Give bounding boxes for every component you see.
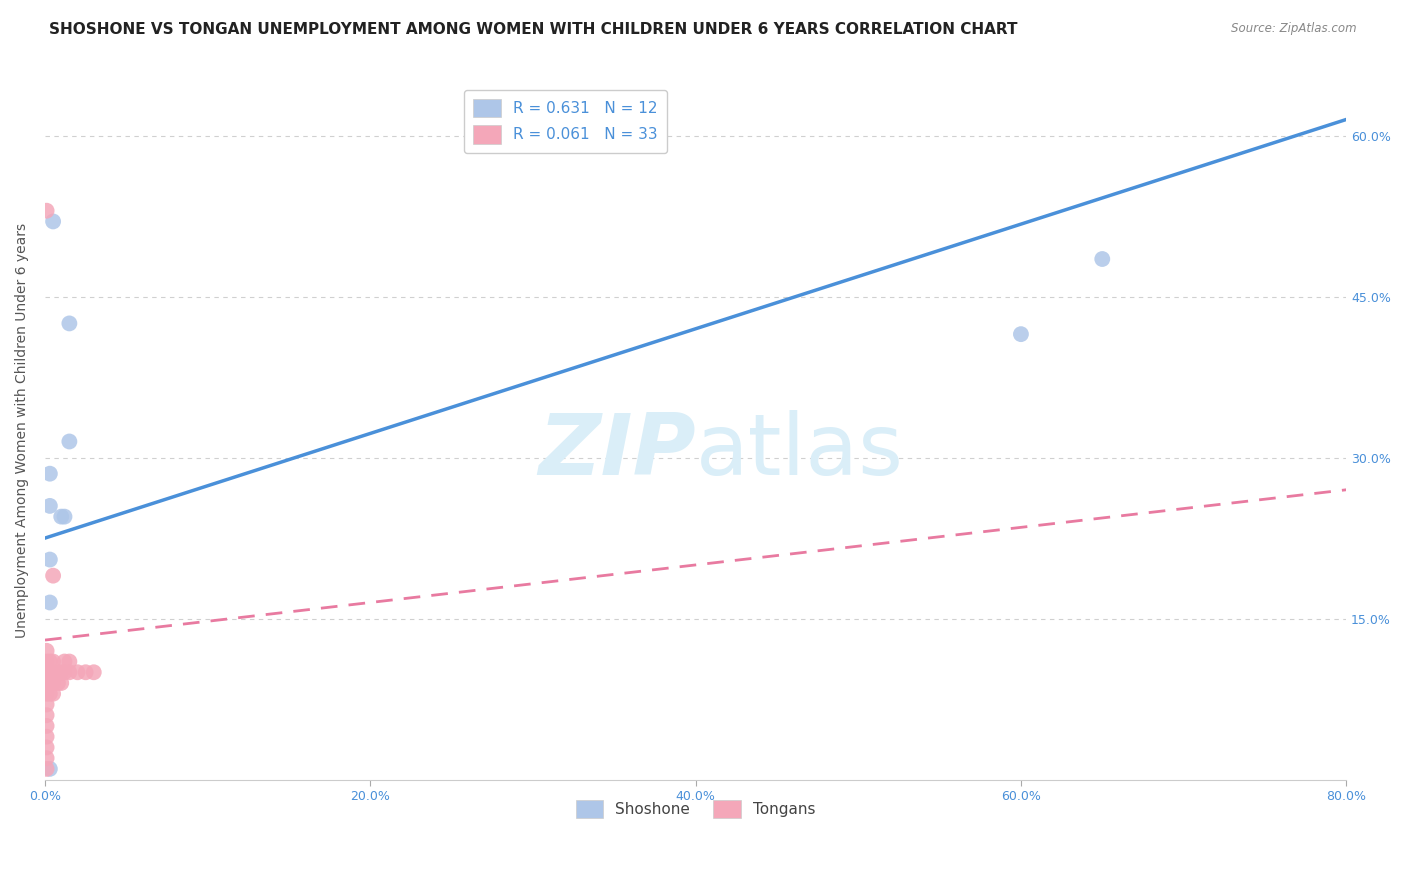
Legend: Shoshone, Tongans: Shoshone, Tongans	[569, 793, 821, 824]
Point	[38, 499, 60, 513]
Point	[53, 655, 76, 669]
Point	[35, 751, 58, 765]
Point	[53, 665, 76, 680]
Point	[35, 665, 58, 680]
Point	[35, 698, 58, 712]
Point	[1091, 252, 1114, 266]
Point	[42, 687, 65, 701]
Point	[58, 665, 80, 680]
Text: SHOSHONE VS TONGAN UNEMPLOYMENT AMONG WOMEN WITH CHILDREN UNDER 6 YEARS CORRELAT: SHOSHONE VS TONGAN UNEMPLOYMENT AMONG WO…	[49, 22, 1018, 37]
Point	[42, 568, 65, 582]
Point	[42, 676, 65, 690]
Point	[1010, 327, 1032, 342]
Point	[38, 687, 60, 701]
Point	[38, 676, 60, 690]
Point	[58, 434, 80, 449]
Point	[35, 644, 58, 658]
Point	[83, 665, 105, 680]
Point	[35, 740, 58, 755]
Point	[58, 317, 80, 331]
Point	[58, 655, 80, 669]
Point	[42, 665, 65, 680]
Point	[35, 762, 58, 776]
Point	[51, 509, 73, 524]
Point	[51, 665, 73, 680]
Point	[42, 214, 65, 228]
Point	[35, 655, 58, 669]
Point	[35, 708, 58, 723]
Point	[38, 665, 60, 680]
Point	[35, 676, 58, 690]
Point	[38, 655, 60, 669]
Text: Source: ZipAtlas.com: Source: ZipAtlas.com	[1232, 22, 1357, 36]
Point	[38, 595, 60, 609]
Point	[46, 676, 69, 690]
Point	[38, 762, 60, 776]
Point	[66, 665, 89, 680]
Point	[35, 730, 58, 744]
Text: atlas: atlas	[696, 410, 904, 493]
Point	[35, 687, 58, 701]
Point	[75, 665, 97, 680]
Y-axis label: Unemployment Among Women with Children Under 6 years: Unemployment Among Women with Children U…	[15, 223, 30, 639]
Point	[42, 655, 65, 669]
Point	[35, 719, 58, 733]
Point	[35, 203, 58, 218]
Text: ZIP: ZIP	[538, 410, 696, 493]
Point	[46, 665, 69, 680]
Point	[53, 509, 76, 524]
Point	[38, 552, 60, 566]
Point	[51, 676, 73, 690]
Point	[38, 467, 60, 481]
